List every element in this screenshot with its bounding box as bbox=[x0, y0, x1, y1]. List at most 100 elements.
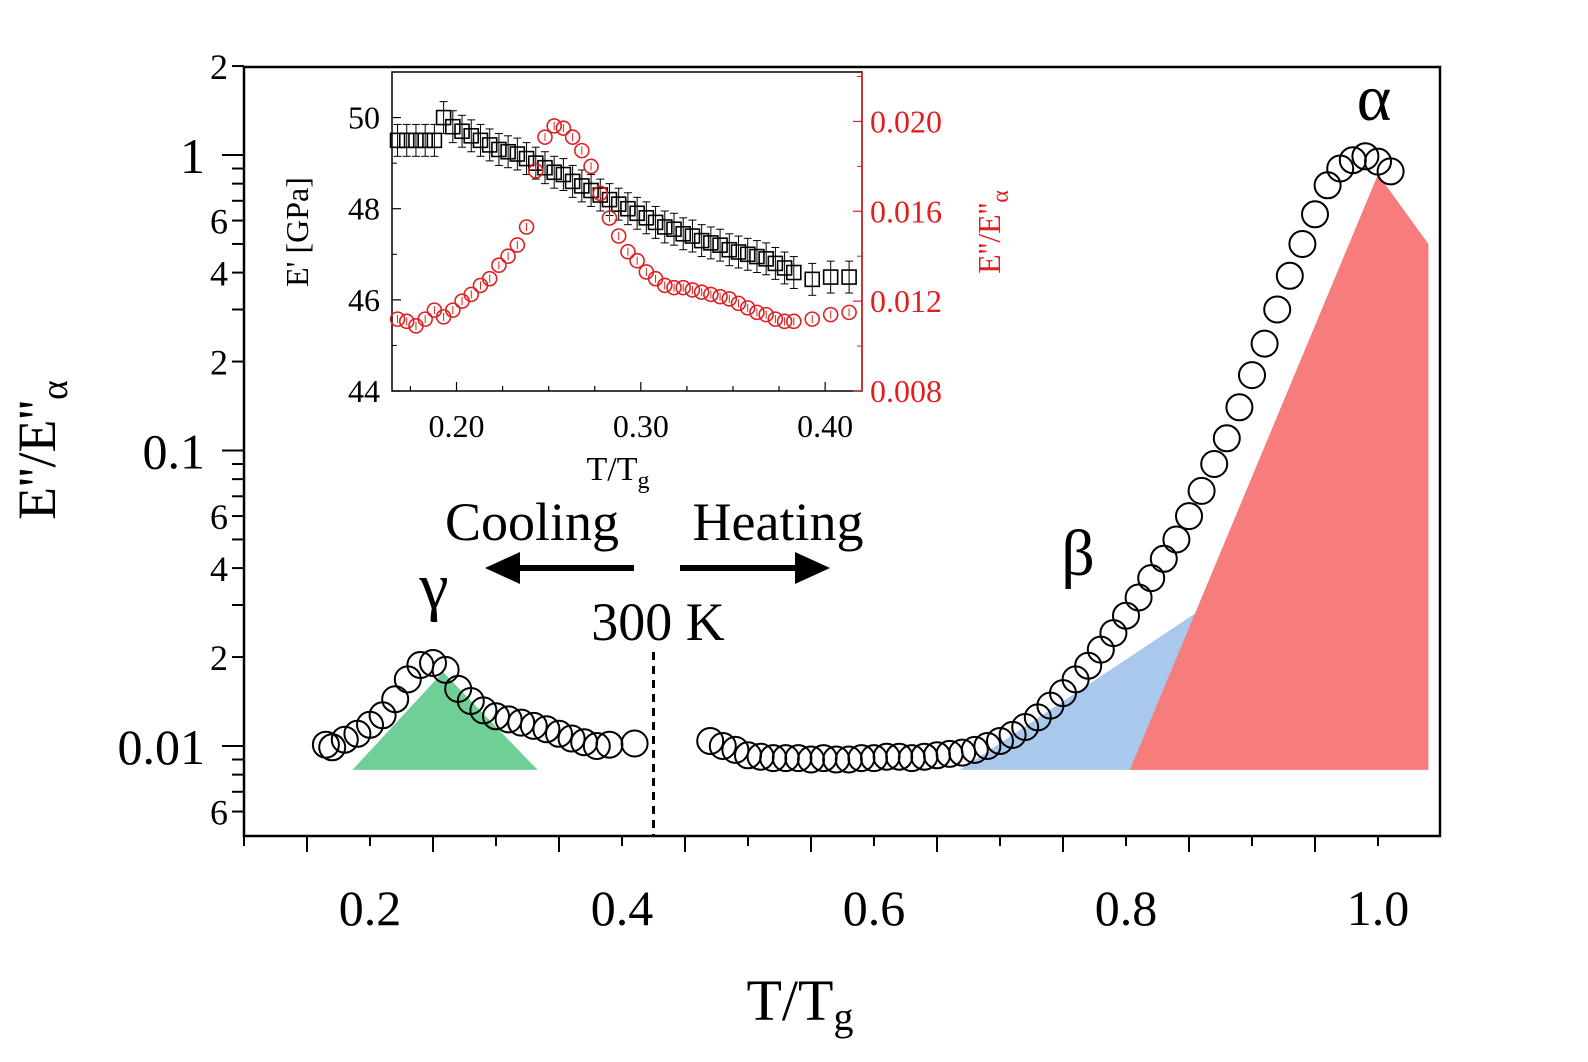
inset-circle-point bbox=[518, 219, 535, 235]
data-point bbox=[620, 729, 649, 758]
shaded-peaks bbox=[352, 174, 1429, 770]
inset-square-point bbox=[638, 210, 655, 226]
inset-square-point bbox=[693, 232, 710, 249]
inset-circle-point bbox=[564, 129, 581, 145]
inset-y-left-label: E' [GPa] bbox=[279, 177, 315, 287]
inset-circle-point bbox=[555, 120, 572, 136]
data-point bbox=[519, 711, 548, 740]
inset-circle-point bbox=[546, 118, 562, 134]
x-tick-label: 0.4 bbox=[591, 880, 654, 936]
inset-circle-point bbox=[684, 282, 701, 298]
temperature-label: 300 K bbox=[591, 592, 725, 652]
gamma-label: γ bbox=[418, 550, 448, 623]
inset-ticks: 0.20 0.30 0.40 44 46 48 50 0.008 0.012 0.016 0.020 bbox=[348, 71, 942, 444]
alpha-label: α bbox=[1357, 62, 1392, 135]
inset-circle-point bbox=[527, 163, 544, 179]
inset-square-point bbox=[841, 269, 857, 285]
y-axis-label: E''/E''α bbox=[7, 380, 76, 520]
inset-square-point bbox=[620, 200, 636, 217]
inset-square-point bbox=[610, 196, 627, 212]
data-point bbox=[1137, 564, 1166, 593]
inset-left-tick-label: 50 bbox=[348, 100, 380, 136]
data-point bbox=[532, 715, 561, 744]
inset-square-point bbox=[398, 132, 415, 149]
inset-square-point bbox=[435, 109, 452, 126]
data-point bbox=[582, 732, 611, 760]
inset-left-tick-label: 44 bbox=[348, 373, 380, 409]
inset-right-tick-label: 0.012 bbox=[870, 283, 942, 319]
x-axis-label-sub: g bbox=[833, 994, 853, 1039]
inset-square-point bbox=[417, 132, 433, 149]
data-point bbox=[1099, 619, 1128, 648]
inset-circle-point bbox=[500, 248, 516, 265]
data-point bbox=[1225, 393, 1254, 422]
y-minor-label: 2 bbox=[210, 343, 228, 383]
inset-circle-point bbox=[666, 279, 682, 296]
inset-circle-point bbox=[629, 252, 645, 269]
inset-circle-point bbox=[620, 243, 636, 260]
inset-square-point bbox=[776, 260, 793, 276]
y-axis-label-sub: α bbox=[34, 380, 76, 400]
inset-right-tick-label: 0.016 bbox=[870, 193, 942, 229]
x-axis-label-main: T/T bbox=[747, 968, 834, 1033]
data-point bbox=[1351, 142, 1380, 171]
inset-circle-point bbox=[758, 306, 774, 323]
inset-circle-point bbox=[776, 313, 793, 330]
y-minor-label: 6 bbox=[210, 497, 228, 537]
inset-square-point bbox=[666, 221, 682, 238]
inset-x-tick-label: 0.20 bbox=[429, 408, 485, 444]
inset-square-point bbox=[389, 132, 406, 149]
inset-left-tick-label: 46 bbox=[348, 282, 380, 318]
inset-left-label-group: E' [GPa] bbox=[279, 177, 315, 287]
x-axis-ticks: 0.2 0.4 0.6 0.8 1.0 bbox=[243, 836, 1409, 936]
inset-circle-point bbox=[389, 311, 406, 327]
inset-y-right-label: E''/E''α bbox=[971, 190, 1014, 274]
data-point bbox=[1200, 450, 1229, 478]
inset-circle-point bbox=[491, 257, 507, 273]
data-point bbox=[557, 724, 586, 753]
inset-circle-point bbox=[592, 185, 609, 202]
inset-right-label-group: E''/E''α bbox=[971, 190, 1014, 274]
inset-circle-point bbox=[786, 313, 802, 330]
data-point bbox=[1162, 525, 1191, 554]
inset-circle-point bbox=[574, 142, 590, 159]
data-point bbox=[1212, 424, 1241, 453]
inset-square-point bbox=[758, 251, 774, 267]
y-minor-label: 4 bbox=[210, 254, 228, 294]
inset-circle-point bbox=[693, 284, 710, 300]
y-minor-label: 6 bbox=[210, 793, 228, 833]
data-point bbox=[986, 727, 1014, 755]
inset-square-point bbox=[574, 178, 590, 194]
inset-circle-point bbox=[610, 228, 627, 244]
inset-square-point bbox=[537, 159, 553, 176]
data-point bbox=[1175, 502, 1203, 531]
inset-circle-point bbox=[481, 270, 498, 287]
inset-square-point bbox=[730, 244, 747, 260]
inset-circle-point bbox=[509, 237, 526, 253]
inset-square-point bbox=[546, 164, 562, 181]
peak-region bbox=[1129, 174, 1429, 770]
inset-circle-point bbox=[398, 313, 415, 330]
heating-arrow bbox=[680, 552, 830, 584]
inset-circle-point bbox=[721, 291, 738, 307]
data-point bbox=[330, 725, 359, 754]
inset-square-point bbox=[564, 173, 581, 190]
data-point bbox=[1187, 476, 1216, 505]
data-point bbox=[381, 685, 410, 714]
data-point bbox=[708, 732, 737, 760]
data-point bbox=[1112, 601, 1140, 630]
inset-square-point bbox=[518, 150, 535, 167]
main-series-points bbox=[311, 142, 1405, 774]
inset-square-point bbox=[426, 132, 443, 149]
inset-circle-point bbox=[463, 286, 480, 303]
inset-square-point bbox=[629, 205, 645, 222]
heating-label: Heating bbox=[693, 492, 864, 552]
data-point bbox=[1275, 261, 1304, 290]
inset-circle-point bbox=[822, 306, 839, 323]
inset-chart: 0.20 0.30 0.40 44 46 48 50 0.008 0.012 0.016 0.020… bbox=[279, 71, 1014, 494]
inset-modulus-series bbox=[389, 101, 857, 296]
y-major-label: 1 bbox=[180, 128, 205, 184]
data-point bbox=[1250, 329, 1279, 358]
data-point bbox=[1376, 157, 1405, 186]
y-axis-label-main: E''/E'' bbox=[7, 400, 67, 520]
